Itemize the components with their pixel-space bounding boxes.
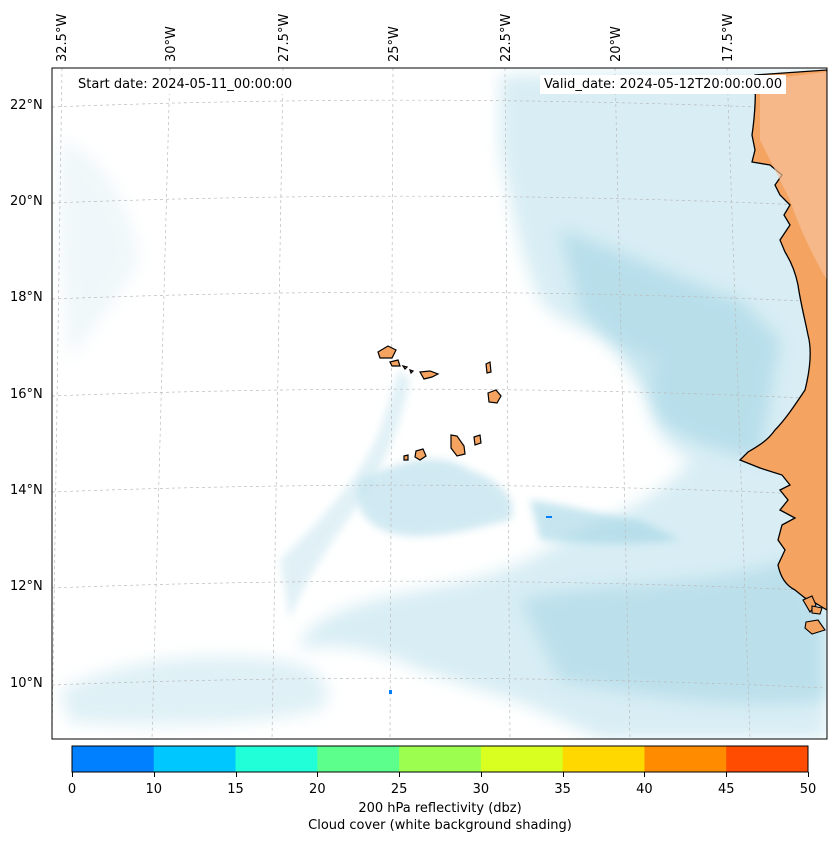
colorbar-frame [71,745,809,773]
colorbar-tick-mark [726,772,728,777]
colorbar-tick-mark [235,772,237,777]
lon-label-32-5w: 32.5°W [55,13,70,62]
reflectivity-mark-east [546,516,552,518]
colorbar-segment-10-15 [153,746,237,772]
colorbar-tick-label: 0 [67,782,77,797]
colorbar-tick-mark [317,772,319,777]
colorbar-segment-30-35 [480,746,564,772]
colorbar-tick-mark [399,772,401,777]
island-maio [473,434,482,446]
coast-island-2 [804,619,826,635]
colorbar-tick-label: 10 [145,782,163,797]
start-date-label: Start date: 2024-05-11_00:00:00 [74,75,297,94]
lat-label-12n: 12°N [10,579,43,594]
island-brava [403,454,409,461]
colorbar-tick-label: 15 [227,782,244,797]
lat-label-18n: 18°N [10,290,43,305]
cloud-region-east [300,70,827,739]
colorbar-segment-40-45 [644,746,727,772]
colorbar [72,746,809,772]
lon-label-20w: 20°W [609,26,624,62]
lon-label-25w: 25°W [387,26,402,62]
colorbar-segment-35-40 [562,746,645,772]
colorbar-tick-label: 45 [717,782,735,797]
island-fogo [414,448,427,461]
cloud-cover-shading [59,70,827,739]
cloud-patch-southwest [60,656,328,725]
lon-label-22-5w: 22.5°W [499,13,514,62]
cloud-region-core [560,230,780,460]
colorbar-segment-45-50 [726,746,809,772]
cloud-patch-southeast [520,560,827,704]
colorbar-tick-mark [480,772,482,777]
island-sao-nicolau [419,370,440,380]
lon-label-17-5w: 17.5°W [721,13,736,62]
island-islet [409,369,415,375]
lat-label-20n: 20°N [10,194,43,209]
coast-island-3 [811,605,823,615]
lat-label-22n: 22°N [10,98,43,113]
lat-label-16n: 16°N [10,387,43,402]
colorbar-tick-mark [153,772,155,777]
island-santiago [450,434,466,457]
cloud-patch-northwest [59,140,140,360]
colorbar-tick-label: 20 [309,782,326,797]
lon-label-27-5w: 27.5°W [277,13,292,62]
island-santo-antao [377,345,397,359]
colorbar-segment-15-20 [235,746,318,772]
colorbar-segment-20-25 [317,746,400,772]
colorbar-tick-label: 50 [799,782,817,797]
colorbar-tick-mark [562,772,564,777]
cloud-streak-east [530,500,680,544]
colorbar-tick-mark [644,772,646,777]
colorbar-label-reflectivity: 200 hPa reflectivity (dbz) [358,801,522,816]
colorbar-label-cloud-cover: Cloud cover (white background shading) [308,818,572,833]
cloud-patch-central [357,459,513,537]
colorbar-segment-25-30 [399,746,482,772]
graticule [52,68,827,739]
colorbar-tick-mark [808,772,809,777]
lat-label-10n: 10°N [10,676,43,691]
colorbar-tick-label: 40 [636,782,653,797]
island-sao-vicente [389,359,401,367]
map-frame [51,67,828,740]
island-boa-vista [487,389,502,404]
cape-verde-islands [377,345,502,461]
cloud-band-diagonal [280,370,410,620]
colorbar-segment-0-10 [72,746,155,772]
valid-date-label: Valid_date: 2024-05-12T20:00:00.00 [540,75,787,94]
colorbar-tick-label: 30 [472,782,490,797]
colorbar-tick-label: 35 [554,782,571,797]
colorbar-tick-label: 25 [390,782,408,797]
island-sal [485,361,492,374]
lat-label-14n: 14°N [10,483,43,498]
land-lighter-shading [760,72,827,280]
lon-label-30w: 30°W [164,26,179,62]
reflectivity-mark-south [389,690,392,694]
colorbar-tick-mark [72,772,73,777]
island-santa-luzia [401,365,409,370]
